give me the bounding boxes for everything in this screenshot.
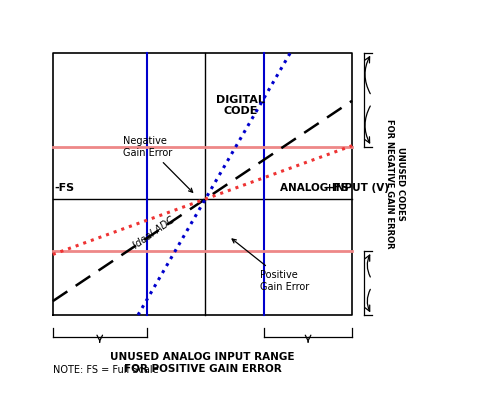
Text: Ideal ADC: Ideal ADC bbox=[131, 215, 176, 250]
Text: DIGITAL
CODE: DIGITAL CODE bbox=[216, 95, 264, 116]
Text: UNUSED ANALOG INPUT RANGE
FOR POSITIVE GAIN ERROR: UNUSED ANALOG INPUT RANGE FOR POSITIVE G… bbox=[110, 352, 294, 374]
Text: UNUSED CODES
FOR NEGATIVE GAIN ERROR: UNUSED CODES FOR NEGATIVE GAIN ERROR bbox=[385, 119, 404, 249]
Text: Negative
Gain Error: Negative Gain Error bbox=[123, 136, 192, 192]
Text: NOTE: FS = Full Scale: NOTE: FS = Full Scale bbox=[53, 365, 158, 375]
Text: ANALOG INPUT (V): ANALOG INPUT (V) bbox=[279, 183, 388, 193]
Text: -FS: -FS bbox=[55, 183, 75, 193]
Text: +FS: +FS bbox=[325, 183, 349, 193]
Text: Positive
Gain Error: Positive Gain Error bbox=[232, 239, 309, 292]
